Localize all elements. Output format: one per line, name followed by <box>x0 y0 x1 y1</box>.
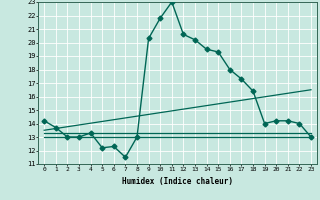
X-axis label: Humidex (Indice chaleur): Humidex (Indice chaleur) <box>122 177 233 186</box>
